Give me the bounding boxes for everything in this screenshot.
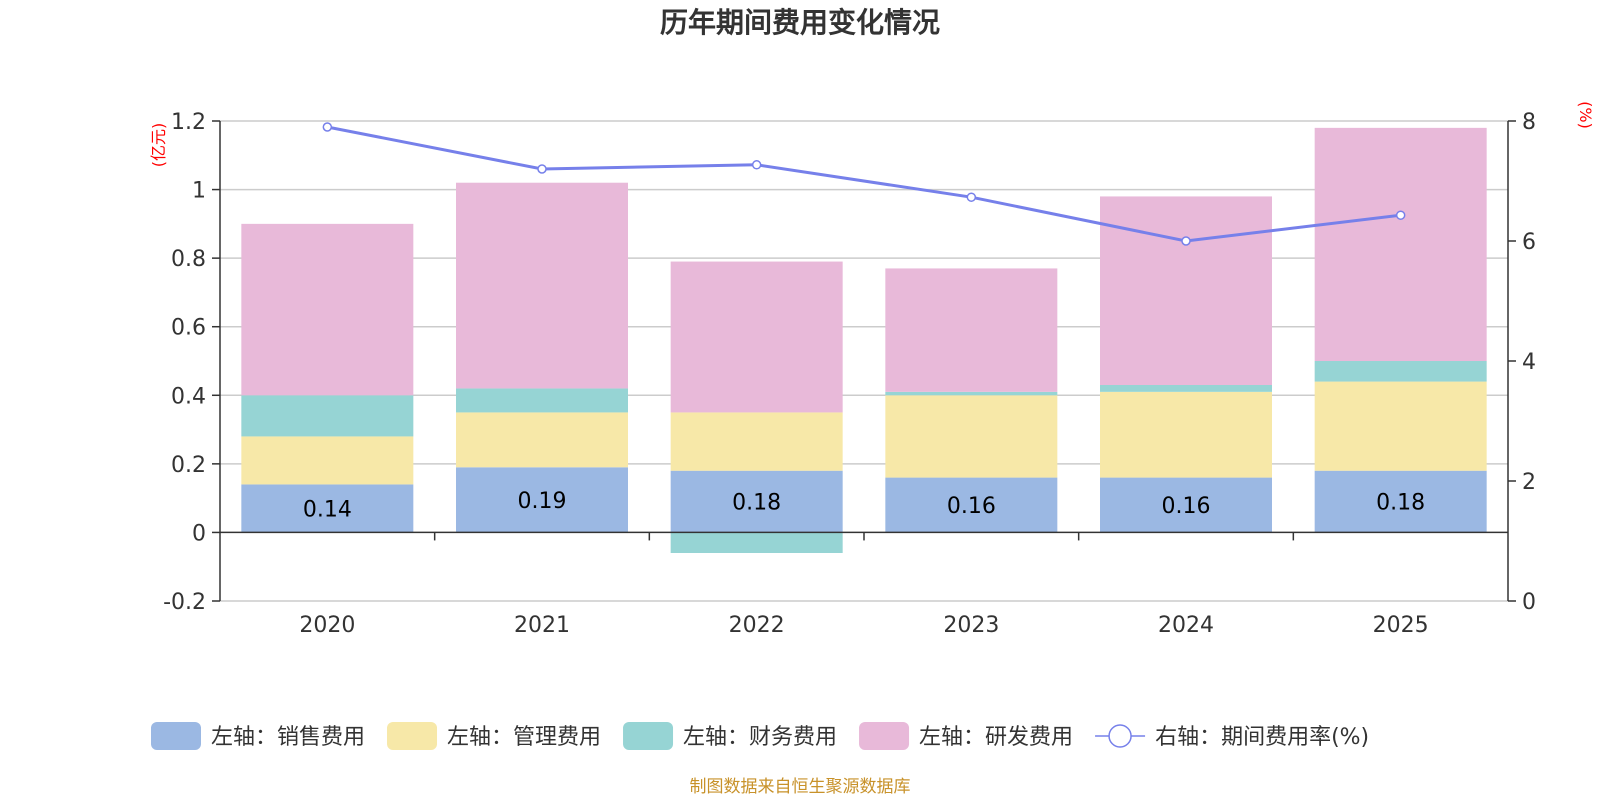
left-axis-tick-label: 0.2 xyxy=(171,453,206,478)
legend-label: 左轴：管理费用 xyxy=(447,725,601,750)
rate-line-path xyxy=(327,125,1401,243)
left-axis-tick-label: 0.8 xyxy=(171,247,206,272)
legend-swatch xyxy=(151,722,201,750)
bar-2022 xyxy=(670,261,843,413)
right-axis-tick-label: 6 xyxy=(1522,230,1536,255)
bar-2025 xyxy=(1314,361,1487,382)
left-axis-tick-label: 1 xyxy=(192,179,206,204)
bar-2023 xyxy=(885,477,1058,533)
chart-title: 历年期间费用变化情况 xyxy=(660,6,940,39)
rate-point xyxy=(537,164,547,174)
bar-2021 xyxy=(456,388,628,413)
bar-labels: 0.14 0.19 0.18 0.16 0.16 0.18 xyxy=(303,489,1425,523)
legend-label: 左轴：财务费用 xyxy=(683,725,837,750)
legend-marker xyxy=(1108,724,1132,748)
bar-2025 xyxy=(1314,127,1487,361)
bar-2023 xyxy=(885,391,1058,396)
bar-2024 xyxy=(1100,385,1272,392)
axes: -0.2 0 0.2 0.4 0.6 0.8 1 1.2 0 2 4 6 8 2020 2021 2022 20… xyxy=(163,110,1536,638)
legend-swatch xyxy=(387,722,438,750)
legend: 左轴：销售费用 左轴：管理费用 左轴：财务费用 左轴：研发费用 右轴：期间费用率(%) xyxy=(151,722,1369,750)
rate-point xyxy=(1395,210,1406,220)
right-axis-tick-label: 8 xyxy=(1522,110,1536,135)
right-axis-tick-label: 2 xyxy=(1522,470,1536,495)
right-axis-tick-label: 0 xyxy=(1522,590,1536,615)
left-axis-tick-label: -0.2 xyxy=(163,590,206,615)
bar-2025 xyxy=(1314,381,1487,471)
source-note: 制图数据来自恒生聚源数据库 xyxy=(690,777,911,797)
right-axis-unit: (%) xyxy=(1576,101,1595,129)
bar-2024 xyxy=(1100,477,1272,533)
bar-2020 xyxy=(241,395,414,437)
rate-point xyxy=(751,160,762,170)
bar-2021 xyxy=(456,467,628,533)
bar-value-label: 0.18 xyxy=(1376,491,1425,516)
bar-value-label: 0.16 xyxy=(1162,494,1211,519)
x-axis-tick-label: 2023 xyxy=(943,613,999,638)
grid-lines xyxy=(220,120,1508,602)
bar-2025 xyxy=(1314,470,1487,533)
bar-value-label: 0.19 xyxy=(518,489,567,514)
bar-value-label: 0.18 xyxy=(732,491,781,516)
rate-point xyxy=(966,192,977,202)
left-axis-tick-label: 0 xyxy=(192,521,206,546)
left-axis-tick-label: 0.6 xyxy=(171,316,206,341)
rate-point xyxy=(1181,236,1191,246)
bar-2022 xyxy=(670,412,843,471)
x-axis-tick-label: 2024 xyxy=(1158,613,1214,638)
legend-swatch xyxy=(623,722,674,750)
left-axis-tick-label: 1.2 xyxy=(171,110,206,135)
bar-value-label: 0.14 xyxy=(303,497,352,522)
x-axis-tick-label: 2021 xyxy=(514,613,570,638)
bar-2024 xyxy=(1100,196,1272,385)
bar-value-label: 0.16 xyxy=(947,494,996,519)
bar-2021 xyxy=(456,182,628,389)
legend-label: 右轴：期间费用率(%) xyxy=(1155,725,1369,750)
bar-2023 xyxy=(885,395,1058,478)
rate-point xyxy=(322,122,333,132)
x-axis-tick-label: 2022 xyxy=(729,613,785,638)
bar-2022 xyxy=(670,532,843,553)
legend-label: 左轴：销售费用 xyxy=(211,725,365,750)
rate-line xyxy=(322,122,1406,246)
bar-2024 xyxy=(1100,391,1272,478)
bar-2020 xyxy=(241,484,414,533)
bar-2022 xyxy=(670,470,843,533)
left-axis-tick-label: 0.4 xyxy=(171,384,206,409)
bar-2020 xyxy=(241,436,414,485)
x-axis-tick-label: 2020 xyxy=(299,613,355,638)
legend-label: 左轴：研发费用 xyxy=(919,725,1073,750)
x-axis-tick-label: 2025 xyxy=(1373,613,1429,638)
right-axis-tick-label: 4 xyxy=(1522,350,1536,375)
legend-swatch xyxy=(859,722,910,750)
bars xyxy=(241,127,1487,553)
bar-2020 xyxy=(241,223,414,396)
left-axis-unit: (亿元) xyxy=(149,123,168,168)
bar-2021 xyxy=(456,412,628,468)
bar-2023 xyxy=(885,268,1058,392)
